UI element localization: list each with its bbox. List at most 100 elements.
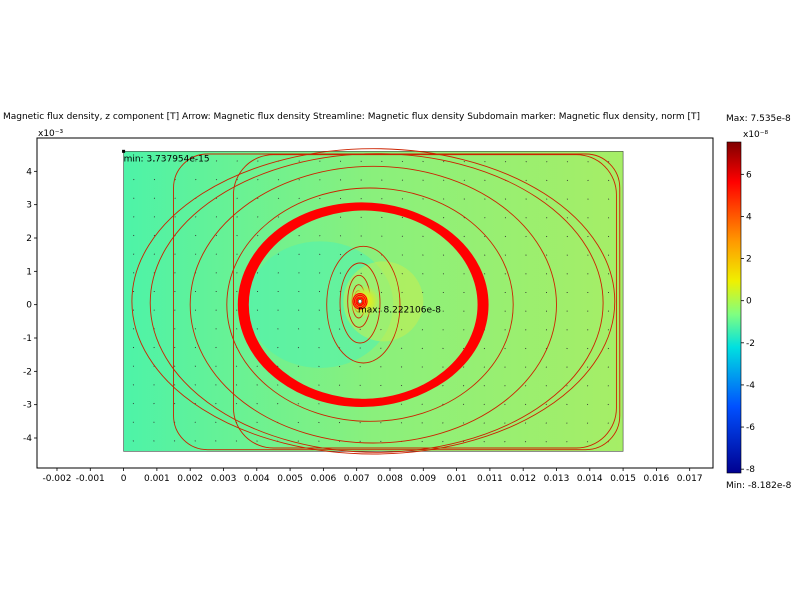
coil-marker [348, 285, 381, 318]
arrow-mark-306 [524, 403, 527, 406]
y-tick-label-3: 1 [26, 267, 32, 277]
min-marker [122, 149, 126, 153]
arrow-mark-259 [462, 385, 465, 387]
streamline-4 [326, 245, 401, 364]
arrow-mark-217 [401, 273, 403, 275]
arrow-mark-244 [442, 366, 444, 368]
arrow-mark-46 [174, 178, 176, 181]
arrow-mark-110 [257, 179, 259, 181]
arrow-mark-218 [401, 254, 404, 256]
arrow-mark-93 [236, 197, 238, 199]
arrow-mark-48 [194, 440, 196, 442]
arrow-mark-49 [194, 421, 196, 423]
x-tick-label-8: 0.006 [311, 474, 337, 484]
cb-tick-label-7: -8 [746, 465, 755, 475]
colorbar [726, 141, 742, 474]
arrow-mark-275 [483, 385, 485, 387]
streamline-6 [189, 165, 557, 444]
arrow-mark-300 [504, 217, 507, 219]
arrow-mark-154 [319, 253, 321, 256]
streamline-5 [226, 187, 514, 422]
x-axis: -0.002 -0.001 0 0.001 0.002 0.003 0.004 0.005 0.… [42, 468, 703, 484]
arrow-mark-367 [587, 161, 589, 163]
arrow-mark-318 [525, 179, 527, 182]
min-annotation: min: 3.737954e-15 [124, 154, 210, 164]
arrow-mark-254 [443, 179, 445, 181]
arrow-mark-95 [236, 160, 238, 162]
arrow-mark-97 [256, 421, 258, 424]
y-tick-label-2: 2 [26, 234, 32, 244]
arrow-mark-16 [153, 440, 155, 442]
arrow-mark-234 [422, 254, 424, 256]
arrow-mark-79 [215, 160, 218, 162]
y-tick-label-6: -2 [23, 367, 32, 377]
x-tick-label-2: 0 [121, 474, 127, 484]
arrow-mark-64 [215, 440, 217, 442]
arrow-mark-228 [421, 366, 423, 368]
arrow-mark-107 [257, 234, 259, 237]
x-tick-label-14: 0.012 [510, 474, 536, 484]
arrow-mark-350 [566, 179, 569, 182]
y-axis: 4 3 2 1 0 -1 -2 -3 -4 [23, 167, 37, 444]
arrow-mark-50 [194, 402, 196, 405]
streamline-outer-0 [233, 154, 617, 449]
arrow-mark-201 [381, 272, 383, 275]
arrow-mark-284 [484, 217, 486, 219]
arrow-mark-287 [484, 160, 486, 163]
arrow-mark-273 [483, 422, 485, 424]
arrow-mark-237 [422, 198, 424, 200]
arrow-mark-270 [463, 179, 465, 181]
arrow-mark-66 [215, 402, 217, 405]
arrow-mark-83 [235, 384, 238, 386]
arrow-mark-255 [443, 160, 445, 163]
arrow-mark-149 [318, 347, 320, 349]
arrow-mark-258 [462, 403, 465, 406]
plot-title: Surface: Magnetic flux density, z compon… [0, 112, 700, 122]
arrow-mark-321 [545, 422, 547, 424]
arrow-mark-130 [297, 403, 299, 405]
arrow-mark-269 [463, 198, 465, 200]
streamline-8 [131, 148, 616, 455]
arrow-mark-124 [277, 216, 280, 218]
arrow-mark-334 [546, 179, 548, 182]
arrow-mark-63 [195, 160, 197, 162]
x-tick-label-3: 0.001 [144, 474, 170, 484]
cb-tick-label-2: 2 [746, 255, 752, 265]
arrow-mark-268 [463, 217, 465, 219]
arrow-mark-166 [338, 328, 341, 330]
colorbar-min-label: Min: -8.182e-8 [726, 481, 792, 491]
x-tick-label-9: 0.007 [344, 474, 370, 484]
x-tick-label-5: 0.003 [211, 474, 237, 484]
arrow-mark-271 [463, 160, 465, 163]
x-tick-label-10: 0.008 [377, 474, 403, 484]
y-tick-label-0: 4 [26, 167, 32, 177]
y-tick-label-7: -3 [23, 401, 32, 411]
arrow-mark-352 [586, 441, 589, 443]
arrow-mark-31 [153, 160, 156, 162]
cb-tick-label-3: 0 [746, 297, 752, 307]
x-tick-label-19: 0.017 [677, 474, 703, 484]
arrow-mark-317 [525, 198, 527, 200]
coil-loop-2 [355, 296, 365, 307]
arrow-mark-114 [277, 403, 279, 405]
cb-tick-label-4: -2 [746, 339, 755, 349]
arrow-mark-351 [566, 161, 569, 163]
arrow-mark-213 [400, 347, 403, 350]
arrow-mark-0 [132, 440, 134, 442]
arrow-mark-32 [173, 440, 176, 442]
cb-tick-label-1: 4 [746, 212, 752, 222]
arrow-mark-109 [257, 197, 259, 199]
arrow-mark-82 [235, 402, 238, 405]
conductor-ring-thick-side [242, 204, 489, 405]
max-annotation: max: 8.222106e-8 [358, 305, 441, 315]
x-tick-label-0: -0.002 [42, 474, 71, 484]
arrow-mark-337 [566, 422, 568, 424]
arrow-mark-132 [297, 365, 300, 367]
y-tick-label-4: 0 [26, 301, 32, 311]
arrow-mark-62 [195, 178, 197, 181]
arrow-mark-139 [298, 234, 300, 237]
arrow-mark-155 [319, 235, 321, 237]
arrow-mark-240 [442, 440, 444, 443]
arrow-mark-125 [277, 197, 280, 200]
